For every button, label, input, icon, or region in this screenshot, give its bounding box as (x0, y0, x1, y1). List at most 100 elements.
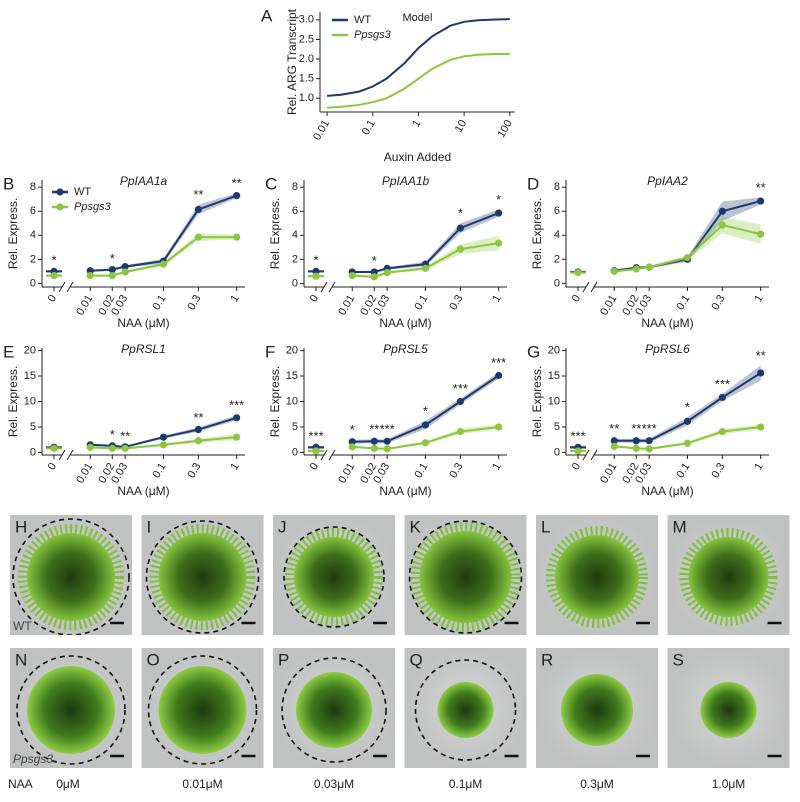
significance-label: * (350, 422, 355, 437)
y-tick-label: 10 (286, 395, 298, 407)
significance-label: * (110, 251, 115, 266)
axis-break (66, 281, 74, 293)
boundary-ring (16, 655, 126, 765)
data-point (456, 224, 464, 232)
data-point (50, 271, 58, 280)
line-segment (721, 372, 762, 399)
x-tick-label: 0 (308, 293, 321, 304)
y-tick-label: 1.0 (299, 92, 314, 104)
y-tick-label: 0 (30, 446, 36, 458)
data-point (312, 272, 320, 280)
error-band (614, 216, 761, 273)
y-axis-label: Rel. Express. (6, 366, 20, 437)
y-tick-label: 6 (30, 205, 36, 217)
line-segment (460, 425, 499, 433)
data-point (383, 437, 391, 445)
y-tick-label: 15 (548, 370, 560, 382)
photo-panel (141, 515, 264, 635)
colony (294, 537, 374, 617)
panel-letter: A (261, 6, 273, 25)
line-segment (722, 224, 761, 236)
data-point (159, 260, 168, 268)
colony (561, 674, 633, 746)
significance-label: *** (715, 376, 730, 391)
panel-letter: F (265, 342, 275, 361)
photo-panel (141, 648, 264, 768)
data-point (312, 447, 320, 455)
photo-panel (10, 515, 132, 635)
y-tick-label: 6 (554, 205, 560, 217)
data-point (383, 445, 391, 453)
y-tick-label: 5 (554, 421, 560, 433)
significance-label: ** (120, 428, 130, 443)
y-axis-label: Rel. ARG Transcript (285, 8, 299, 115)
line-segment (162, 236, 199, 265)
line-segment (425, 430, 461, 444)
axis-break (320, 449, 328, 461)
x-tick-label: 0.01 (74, 293, 95, 318)
significance-label: * (372, 253, 377, 268)
error-band (614, 197, 761, 272)
line-segment (352, 274, 375, 278)
axis-break (590, 281, 598, 293)
line-segment (125, 260, 164, 268)
y-tick-label: 1.5 (299, 73, 314, 85)
x-axis-label: NAA (μM) (641, 484, 693, 498)
y-tick-label: 20 (548, 344, 560, 356)
y-tick-label: 4 (30, 229, 36, 241)
axis-break (328, 449, 336, 461)
data-point (194, 233, 202, 241)
data-point (86, 443, 94, 451)
y-axis-label: Rel. Express. (6, 198, 20, 269)
colony (437, 682, 494, 738)
data-point (757, 369, 765, 377)
data-point (159, 441, 168, 449)
x-tick-label: 0.01 (74, 461, 95, 486)
y-tick-label: 20 (286, 344, 298, 356)
colony-fringe (410, 522, 521, 632)
line-segment (125, 443, 164, 450)
colony-fringe (149, 524, 256, 630)
line-segment (387, 441, 426, 450)
x-tick-label: 0.1 (360, 118, 378, 137)
data-point (718, 393, 726, 402)
panel-letter: E (3, 342, 14, 361)
data-point (121, 444, 129, 452)
significance-label: *** (453, 381, 468, 396)
concentration-label: 0.01μM (182, 777, 222, 791)
y-tick-label: 8 (292, 181, 298, 193)
line-segment (387, 267, 426, 274)
y-tick-label: 2 (292, 253, 298, 265)
significance-label: ** (631, 421, 641, 436)
data-point (632, 437, 640, 445)
data-point (683, 439, 692, 447)
concentration-label: 1.0μM (712, 777, 746, 791)
x-tick-label: 0.3 (185, 461, 203, 480)
x-tick-label: 0.1 (413, 293, 431, 312)
chart-title: PpIAA1a (120, 174, 168, 188)
line-segment (90, 268, 113, 272)
colony-fringe (679, 528, 778, 626)
x-axis-label: Auxin Added (384, 150, 451, 164)
panel-letter: P (278, 650, 289, 669)
data-point (108, 271, 116, 280)
y-tick-label: 0 (292, 446, 298, 458)
data-point (194, 437, 202, 445)
colony (27, 666, 115, 754)
line-segment (614, 267, 637, 273)
x-tick-label: 0.1 (151, 461, 169, 480)
line-segment (722, 425, 761, 433)
data-point (495, 423, 503, 431)
x-tick-label: 0 (308, 461, 321, 472)
line-segment (163, 428, 199, 439)
photo-panel (10, 648, 132, 768)
genotype-label: Ppsgs3 (13, 752, 53, 766)
photo-panel (667, 515, 790, 635)
x-tick-label: 0.3 (447, 461, 465, 480)
photo-panel (536, 515, 658, 635)
photo-panel (273, 515, 395, 635)
concentration-label: 0μM (56, 777, 80, 791)
line-segment (198, 416, 237, 431)
panel-letter: Q (410, 650, 423, 669)
y-tick-label: 8 (554, 181, 560, 193)
